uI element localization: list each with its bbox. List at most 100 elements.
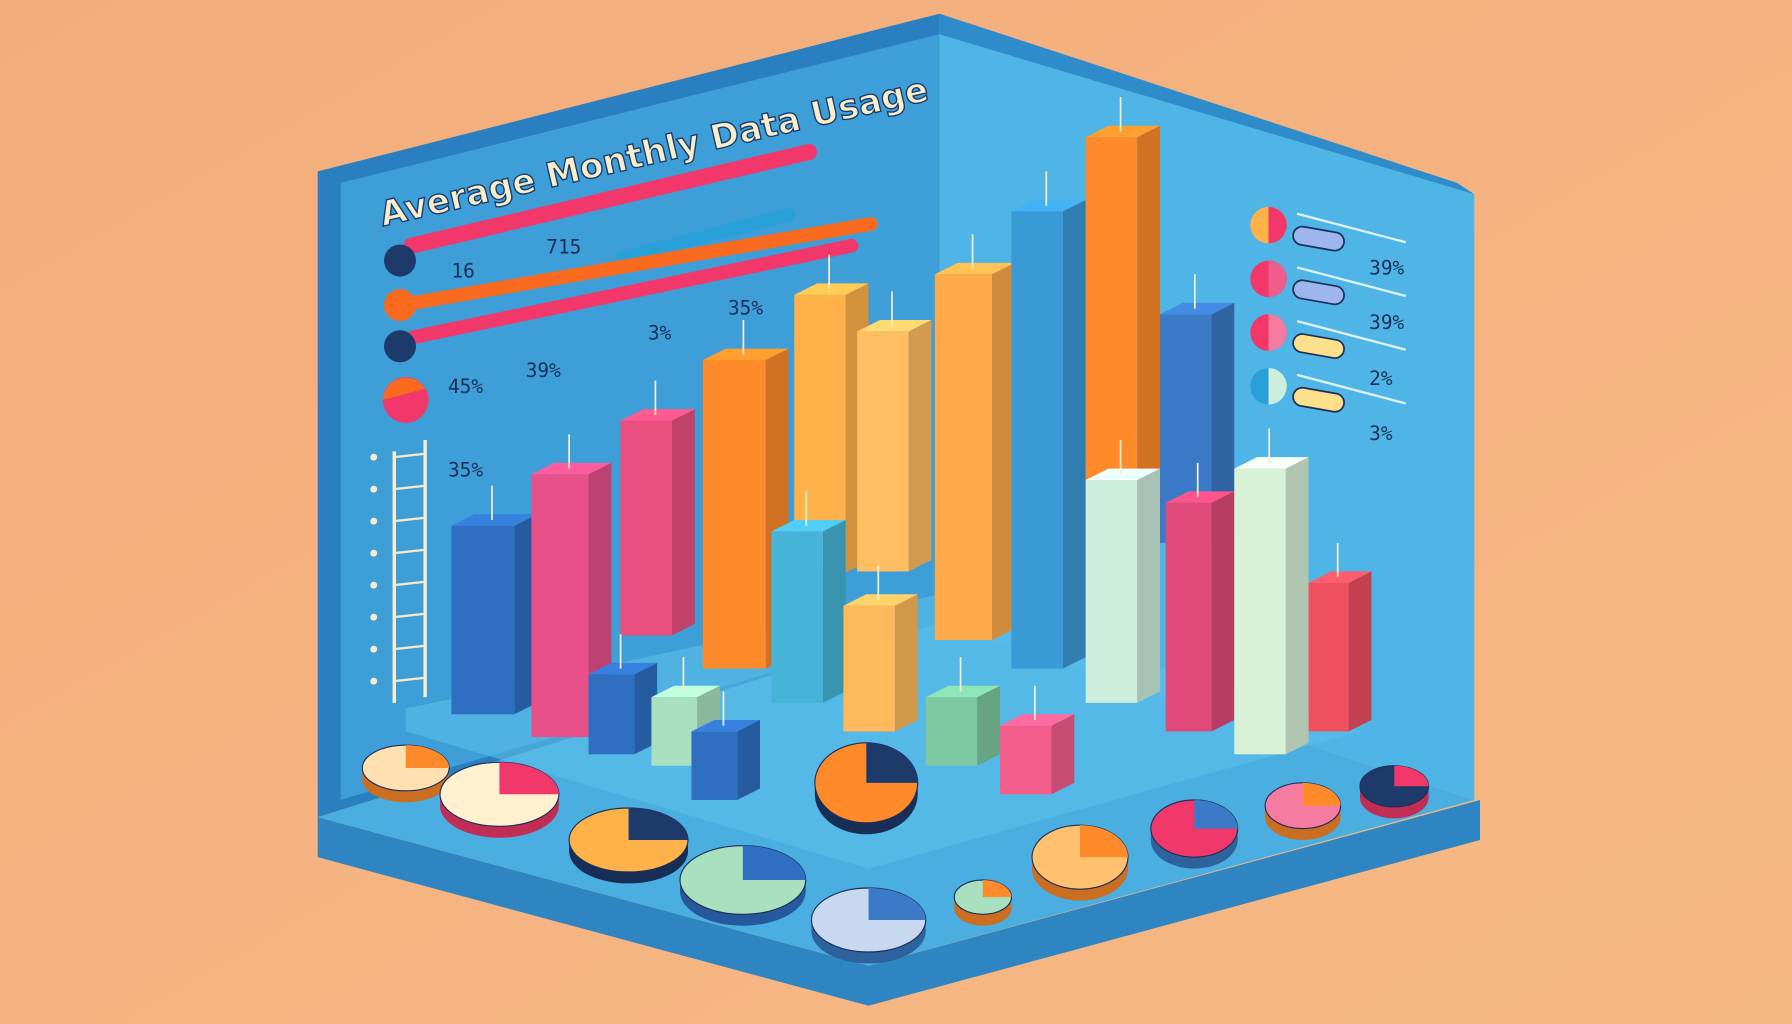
bar-top [620, 409, 695, 421]
legend-pill [1292, 225, 1345, 252]
bar-front [857, 331, 909, 572]
right-label: 2% [1369, 367, 1393, 390]
pies [361, 742, 1430, 964]
bar-top [1085, 125, 1160, 138]
bar-front [1234, 468, 1286, 755]
bar-front [620, 420, 672, 636]
bar-side [977, 685, 1000, 766]
bar-front [934, 274, 992, 640]
legend-bar [406, 238, 859, 344]
rung [394, 516, 426, 523]
bar-front [588, 674, 635, 755]
right-label: 3% [1369, 422, 1393, 445]
bar-side [1051, 714, 1075, 795]
bar-top [702, 348, 789, 360]
bar-top [934, 262, 1015, 275]
legend-line [1296, 266, 1407, 298]
rung [394, 548, 426, 555]
wall-top [939, 13, 1475, 195]
pie-slice [1302, 782, 1341, 806]
legend-bar [615, 207, 796, 264]
bar-side [822, 520, 846, 703]
bar-top [1085, 468, 1160, 480]
platform-edge [317, 800, 1480, 1006]
bar-front [651, 697, 698, 766]
rung [394, 644, 426, 651]
bar-top [843, 594, 918, 606]
bar-top [691, 720, 760, 732]
bar-side [737, 720, 760, 800]
legend-line [1296, 212, 1407, 244]
bar-top [1000, 714, 1075, 726]
bar-side [908, 320, 932, 572]
bar-top [1308, 571, 1372, 583]
pie-slice [405, 745, 450, 768]
right-legend [1250, 206, 1407, 413]
bar-front [1085, 137, 1138, 480]
bar-top [1160, 302, 1235, 315]
left-label: 16 [451, 260, 474, 283]
tick-dot [370, 645, 378, 653]
bar-top [1234, 457, 1309, 469]
left-label: 3% [648, 321, 672, 344]
bar-side [1348, 571, 1372, 732]
bar-front [531, 474, 589, 738]
bar-top [1165, 491, 1235, 503]
rung [394, 580, 426, 587]
bar-top [857, 320, 932, 332]
legend-bar [406, 217, 878, 310]
bar-side [1211, 491, 1235, 732]
legend-dot-slice [382, 377, 426, 400]
bar-side [1211, 302, 1235, 543]
labels: 16 715 35% 45% 39% 3% 35% 39% 39% 2% 3% [448, 236, 1405, 482]
bar-front [925, 697, 978, 766]
pie-slice [1080, 825, 1128, 858]
pie-slice [1394, 765, 1429, 787]
pie-slice [866, 742, 918, 783]
bar-side [672, 409, 695, 636]
right-label: 39% [1369, 256, 1404, 279]
legend-dot-slice [1268, 368, 1287, 405]
legend-line [1296, 320, 1407, 351]
tick-dot [370, 549, 378, 557]
tick-dot [370, 485, 378, 493]
bar-top [531, 462, 612, 475]
legend-dot [384, 244, 416, 277]
bar-side [1137, 468, 1160, 703]
left-label: 45% [448, 375, 483, 398]
legend-line [1296, 373, 1407, 405]
bar-front [691, 731, 738, 800]
bar-front [1165, 502, 1212, 732]
left-label: 35% [728, 296, 763, 319]
pie-slice [499, 762, 559, 795]
bar-top [451, 514, 538, 526]
bar-side [992, 262, 1015, 640]
legend-dot-slice [1268, 206, 1287, 244]
bars [451, 97, 1372, 800]
left-label: 35% [448, 459, 483, 482]
right-label: 39% [1369, 311, 1404, 334]
pie-slice [982, 880, 1012, 898]
bar-top [794, 283, 869, 295]
rung [394, 484, 426, 491]
bar-top [925, 685, 1000, 698]
bar-top [1011, 200, 1086, 212]
bar-side [1137, 125, 1160, 480]
tick-dot [370, 453, 378, 461]
rung [394, 452, 426, 459]
legend-pill [1292, 386, 1345, 413]
legend-bar [403, 144, 818, 254]
legend-pill [1292, 279, 1345, 306]
bar-front [451, 525, 515, 715]
tick-dot [370, 581, 378, 589]
bar-front [843, 605, 895, 732]
tick-dot [370, 613, 378, 621]
bar-front [1011, 211, 1063, 669]
bar-side [1062, 200, 1086, 669]
bar-front [1000, 725, 1052, 795]
pie-slice [742, 845, 806, 880]
pie-slice [628, 808, 688, 840]
bar-front [771, 531, 823, 703]
